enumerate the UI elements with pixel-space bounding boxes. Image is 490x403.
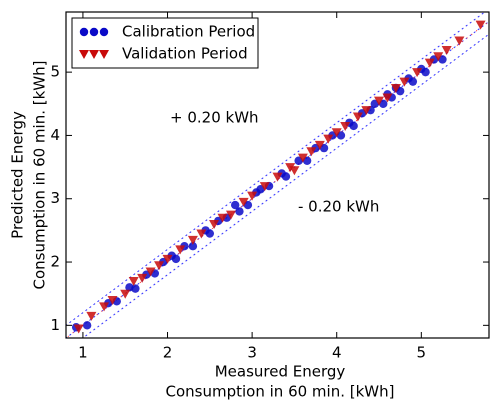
point bbox=[225, 210, 236, 220]
point bbox=[390, 83, 401, 93]
point bbox=[217, 213, 228, 223]
point bbox=[128, 277, 139, 287]
point bbox=[131, 284, 140, 293]
y-tick-label: 5 bbox=[50, 63, 60, 81]
annotation: - 0.20 kWh bbox=[298, 198, 379, 216]
y-axis-label: Consumption in 60 min. [kWh] bbox=[31, 61, 49, 290]
point bbox=[454, 36, 465, 46]
point bbox=[475, 20, 486, 30]
annotation: + 0.20 kWh bbox=[170, 109, 259, 127]
x-tick-label: 5 bbox=[417, 344, 427, 362]
x-tick-label: 2 bbox=[163, 344, 173, 362]
legend-marker bbox=[99, 27, 109, 37]
y-tick-label: 1 bbox=[50, 316, 60, 334]
x-tick-label: 3 bbox=[247, 344, 257, 362]
point bbox=[340, 121, 351, 131]
point bbox=[352, 112, 363, 122]
point bbox=[306, 147, 317, 157]
y-tick-label: 3 bbox=[50, 189, 60, 207]
point bbox=[297, 153, 308, 163]
point bbox=[99, 302, 110, 312]
point bbox=[247, 191, 258, 201]
point bbox=[412, 68, 423, 78]
point bbox=[259, 182, 270, 192]
point bbox=[424, 58, 435, 68]
point bbox=[175, 245, 186, 255]
point bbox=[154, 261, 165, 271]
point bbox=[137, 273, 148, 283]
point bbox=[162, 254, 173, 264]
point bbox=[441, 45, 452, 55]
point bbox=[433, 52, 444, 62]
x-tick-label: 1 bbox=[78, 344, 88, 362]
legend-marker bbox=[79, 50, 89, 59]
legend-label: Calibration Period bbox=[122, 23, 255, 41]
point bbox=[323, 134, 334, 144]
legend-marker bbox=[79, 27, 89, 37]
legend-marker bbox=[99, 50, 109, 59]
point bbox=[231, 200, 240, 210]
point bbox=[399, 77, 410, 87]
point bbox=[361, 106, 372, 116]
y-tick-label: 4 bbox=[50, 126, 60, 144]
x-axis-label: Measured Energy bbox=[215, 363, 346, 381]
point bbox=[421, 67, 430, 77]
legend-box bbox=[71, 17, 259, 69]
point bbox=[382, 93, 393, 103]
x-tick-label: 4 bbox=[332, 344, 342, 362]
plot-frame bbox=[65, 11, 490, 339]
point bbox=[272, 172, 283, 182]
legend-marker bbox=[89, 27, 99, 37]
point bbox=[281, 172, 291, 181]
x-axis-label: Consumption in 60 min. [kWh] bbox=[166, 383, 395, 401]
point bbox=[209, 220, 220, 230]
point bbox=[171, 254, 181, 264]
point bbox=[408, 77, 418, 86]
point bbox=[107, 296, 118, 306]
legend-label: Validation Period bbox=[122, 45, 248, 63]
legend-marker bbox=[89, 50, 99, 59]
point bbox=[73, 324, 84, 334]
point bbox=[314, 140, 325, 150]
point bbox=[235, 207, 244, 216]
point bbox=[120, 289, 131, 299]
point bbox=[374, 96, 385, 106]
point bbox=[349, 121, 358, 131]
tolerance-line bbox=[66, 12, 486, 326]
point bbox=[205, 229, 215, 238]
point bbox=[82, 321, 92, 330]
point bbox=[145, 267, 156, 277]
point bbox=[331, 128, 342, 138]
y-axis-label: Predicted Energy bbox=[9, 111, 27, 239]
y-tick-label: 2 bbox=[50, 253, 60, 271]
point bbox=[289, 166, 300, 176]
point bbox=[187, 235, 198, 245]
point bbox=[188, 242, 198, 251]
point bbox=[196, 229, 207, 239]
point bbox=[86, 311, 97, 321]
point bbox=[238, 197, 249, 207]
